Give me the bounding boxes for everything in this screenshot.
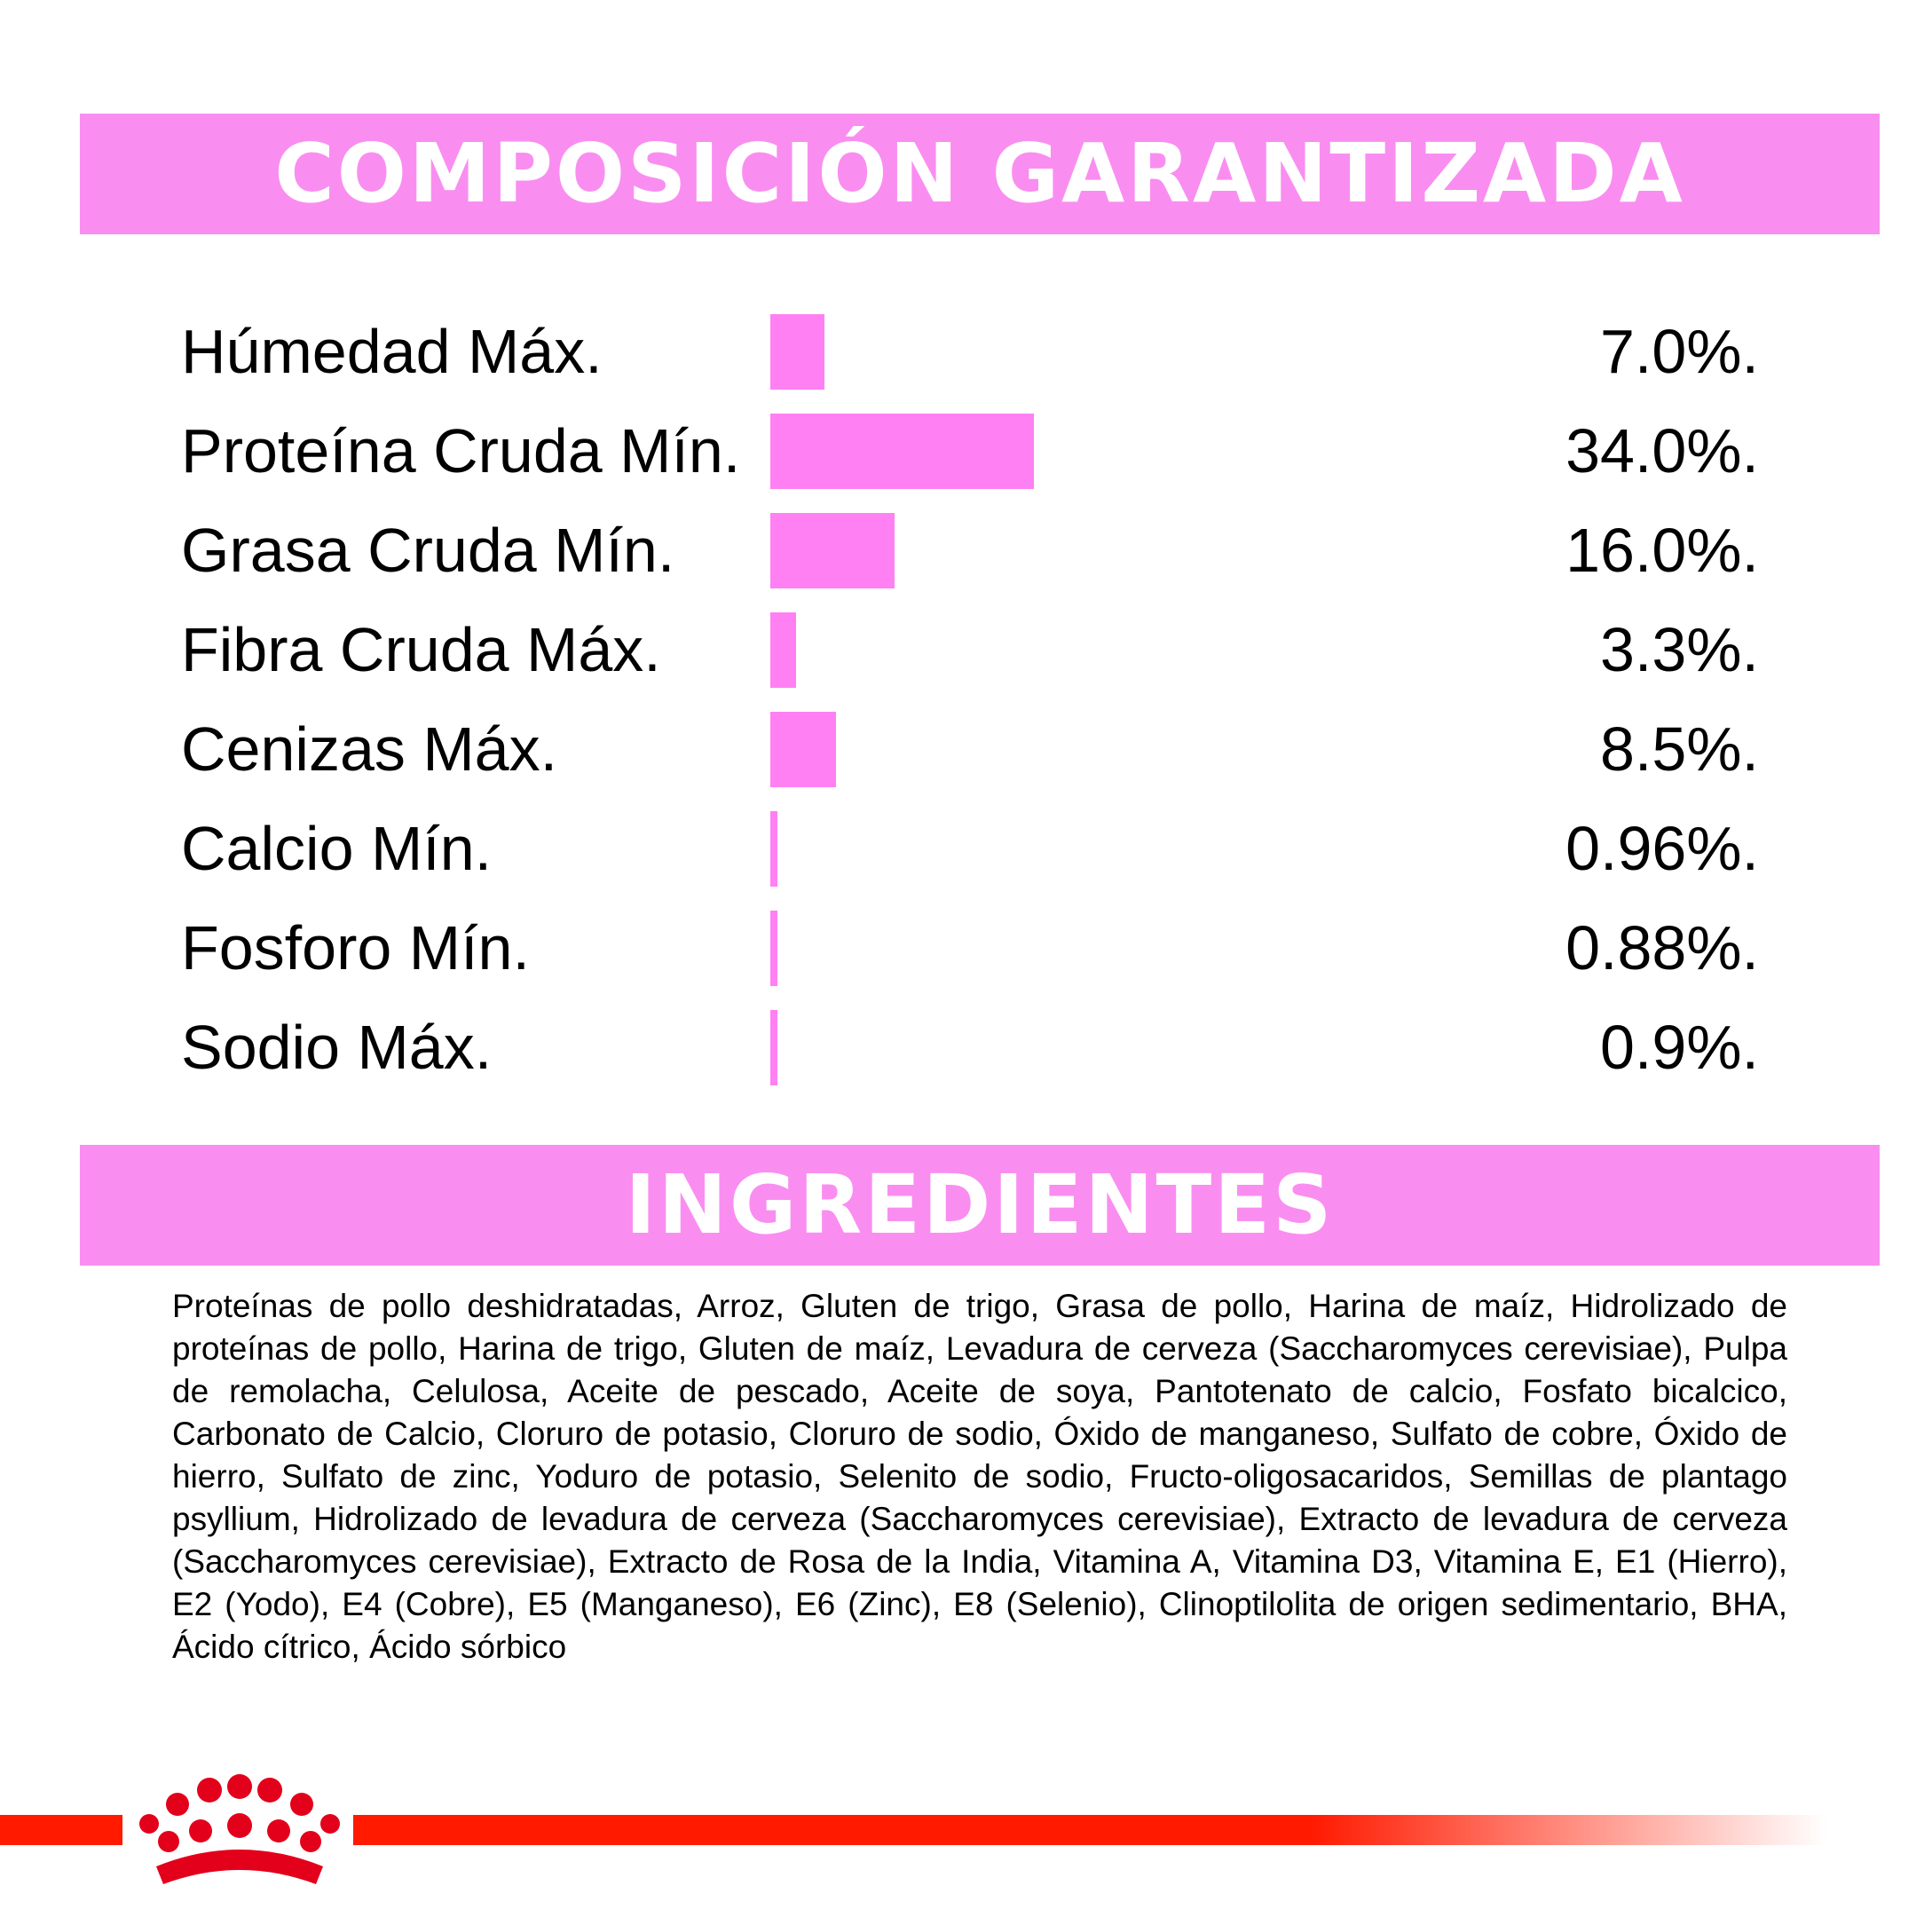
chart-row: Calcio Mín. 0.96%. [0, 811, 1932, 911]
value-label: 3.3%. [1600, 615, 1759, 684]
chart-row: Fosforo Mín. 0.88%. [0, 911, 1932, 1010]
chart-row: Sodio Máx. 0.9%. [0, 1010, 1932, 1109]
value-label: 0.96%. [1565, 814, 1759, 883]
chart-row: Cenizas Máx. 8.5%. [0, 712, 1932, 811]
brand-line-right [353, 1815, 1826, 1845]
category-label: Proteína Cruda Mín. [181, 416, 741, 485]
bar [770, 811, 778, 887]
bar [770, 612, 796, 688]
bar [770, 712, 837, 787]
composition-title: COMPOSICIÓN GARANTIZADA [274, 126, 1685, 221]
category-label: Fosforo Mín. [181, 913, 530, 982]
bar [770, 414, 1034, 489]
ingredients-banner: INGREDIENTES [80, 1145, 1880, 1266]
category-label: Cenizas Máx. [181, 714, 558, 784]
value-label: 16.0%. [1565, 516, 1759, 585]
value-label: 8.5%. [1600, 714, 1759, 784]
chart-row: Húmedad Máx. 7.0%. [0, 314, 1932, 414]
category-label: Húmedad Máx. [181, 317, 603, 386]
chart-row: Proteína Cruda Mín. 34.0%. [0, 414, 1932, 513]
category-label: Grasa Cruda Mín. [181, 516, 675, 585]
bar [770, 513, 895, 588]
category-label: Fibra Cruda Máx. [181, 615, 661, 684]
composition-banner: COMPOSICIÓN GARANTIZADA [80, 114, 1880, 234]
brand-line-left [0, 1815, 122, 1845]
value-label: 7.0%. [1600, 317, 1759, 386]
bar [770, 314, 825, 390]
category-label: Calcio Mín. [181, 814, 493, 883]
chart-row: Grasa Cruda Mín. 16.0%. [0, 513, 1932, 612]
ingredients-title: INGREDIENTES [625, 1157, 1335, 1252]
value-label: 34.0%. [1565, 416, 1759, 485]
value-label: 0.88%. [1565, 913, 1759, 982]
crown-icon [139, 1774, 340, 1884]
bar [770, 1010, 777, 1085]
value-label: 0.9%. [1600, 1013, 1759, 1082]
category-label: Sodio Máx. [181, 1013, 493, 1082]
chart-row: Fibra Cruda Máx. 3.3%. [0, 612, 1932, 712]
ingredients-text: Proteínas de pollo deshidratadas, Arroz,… [172, 1288, 1787, 1665]
bar [770, 911, 777, 986]
